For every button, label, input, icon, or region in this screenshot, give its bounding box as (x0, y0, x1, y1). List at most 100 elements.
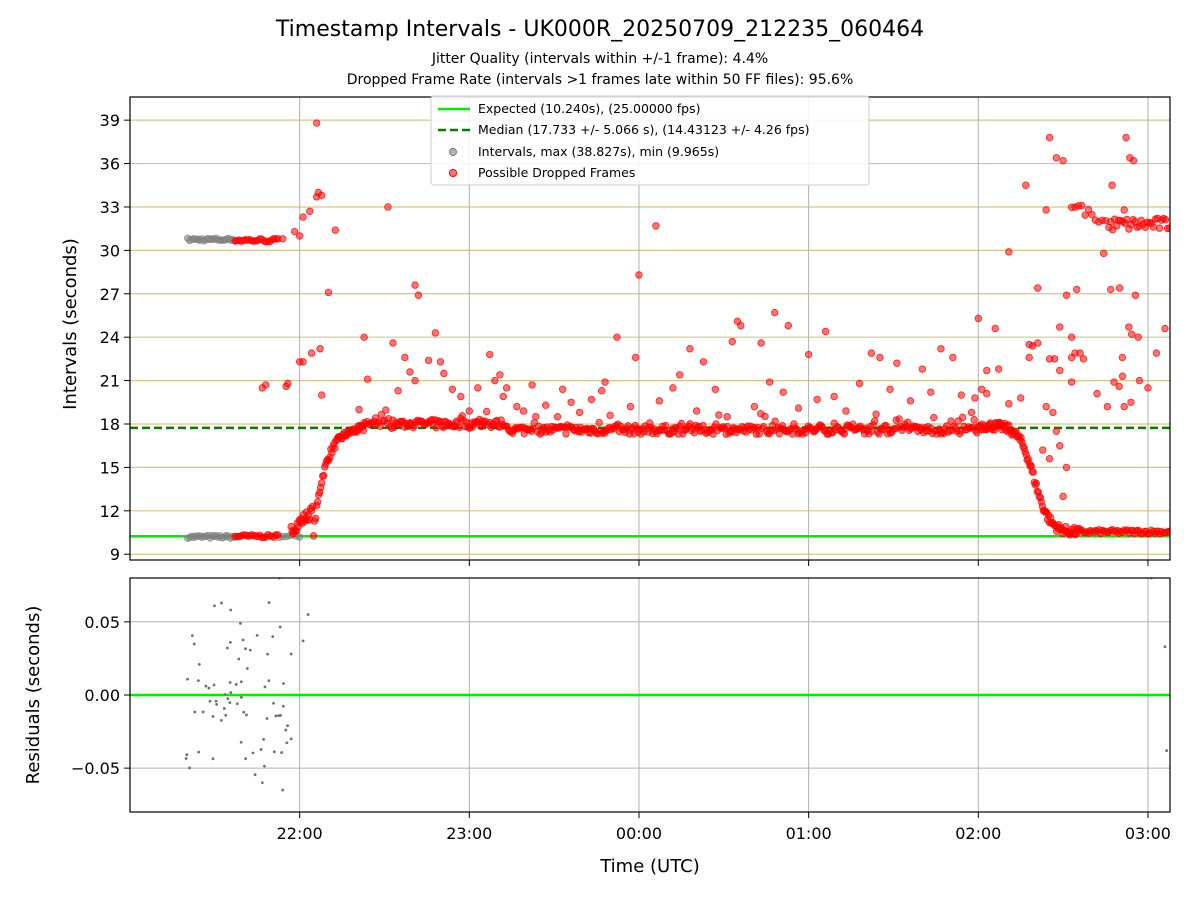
dropped-frame-point (804, 350, 813, 359)
dropped-frame-point (867, 349, 876, 357)
dropped-frame-point (606, 411, 614, 420)
dropped-frame-point (983, 366, 991, 375)
dropped-frame-point (1052, 427, 1061, 435)
dropped-frame-point (1125, 323, 1133, 331)
dropped-frame-point (821, 327, 830, 336)
chart-title: Timestamp Intervals - UK000R_20250709_21… (275, 17, 924, 42)
residual-point (301, 639, 305, 643)
dropped-frame-point (587, 395, 596, 404)
dropped-frame-point (359, 427, 368, 435)
dropped-frame-point (394, 387, 402, 395)
dropped-frame-point (770, 308, 779, 317)
dropped-frame-point (502, 384, 511, 392)
dropped-frame-point (692, 407, 701, 415)
dropped-frame-point (1093, 389, 1101, 398)
dropped-frame-point (970, 415, 978, 424)
residual-point (239, 680, 243, 684)
dropped-frame-point (312, 119, 321, 127)
dropped-frame-point (813, 395, 821, 404)
dropped-frame-point (613, 333, 621, 341)
dropped-frame-point (401, 353, 409, 362)
dropped-frame-point (1033, 284, 1042, 292)
residual-point (240, 695, 243, 699)
residual-point (222, 707, 226, 710)
dropped-frame-point (595, 418, 603, 427)
dropped-frame-point (479, 417, 487, 425)
residual-point (284, 728, 288, 732)
dropped-frame-point (278, 235, 287, 243)
dropped-frame-point (313, 498, 322, 506)
dropped-frame-point (562, 430, 570, 438)
residual-point (260, 781, 264, 785)
dropped-frame-point (1129, 156, 1138, 165)
dropped-frame-point (631, 353, 640, 362)
dropped-frame-point (737, 321, 745, 330)
residual-point (229, 691, 233, 694)
dropped-frame-point (1059, 492, 1067, 501)
dropped-frame-point (575, 408, 584, 417)
legend-expected-label: Expected (10.240s), (25.00000 fps) (478, 101, 700, 116)
dropped-frame-point (1042, 402, 1050, 411)
residual-point (272, 701, 275, 705)
dropped-frame-point (532, 412, 540, 421)
residual-point (219, 718, 223, 722)
dropped-frame-point (553, 413, 562, 421)
residual-point (1163, 645, 1167, 649)
dropped-frame-point (635, 271, 643, 279)
dropped-frame-point (1049, 408, 1057, 417)
top-y-tick-label: 18 (100, 415, 120, 434)
dropped-frame-point (652, 222, 660, 230)
residual-point (196, 679, 200, 683)
top-y-tick-label: 27 (100, 285, 120, 304)
residual-point (235, 702, 239, 706)
dropped-frame-point (1103, 402, 1112, 411)
dropped-frame-point (715, 411, 723, 419)
dropped-frame-point (1079, 355, 1088, 363)
dropped-frame-point (1056, 323, 1064, 331)
dropped-frame-point (876, 353, 884, 362)
dropped-frame-point (711, 385, 720, 393)
dropped-frame-point (1152, 349, 1161, 357)
dropped-frame-point (958, 413, 967, 422)
dropped-frame-point (669, 384, 677, 392)
dropped-frame-point (318, 391, 326, 399)
dropped-frame-point (284, 379, 292, 388)
residual-point (289, 652, 293, 656)
residual-points (130, 578, 1170, 792)
residual-point (281, 704, 285, 708)
top-y-tick-label: 36 (100, 155, 120, 174)
x-tick-label: 02:00 (955, 824, 1001, 843)
dropped-frame-point (496, 371, 504, 379)
residual-point (274, 714, 278, 718)
residual-point (245, 713, 248, 717)
dropped-frame-point (1120, 402, 1128, 411)
dropped-frame-point (886, 385, 894, 393)
dropped-frame-point (686, 345, 694, 353)
residual-point (237, 657, 241, 661)
dropped-frame-point (1056, 366, 1064, 375)
dropped-frame-point (855, 379, 864, 388)
intervals-points (130, 119, 1170, 542)
dropped-frame-point (465, 407, 474, 415)
dropped-frame-point (675, 371, 684, 379)
dropped-frame-point (1076, 349, 1084, 357)
residual-point (1165, 749, 1169, 752)
dropped-frame-point (1050, 355, 1059, 363)
dropped-frame-point (1045, 455, 1054, 463)
dropped-frame-point (1105, 223, 1113, 232)
residual-point (215, 702, 219, 706)
dropped-frame-point (1067, 333, 1076, 341)
dropped-frame-point (967, 408, 976, 417)
dropped-frame-point (1056, 441, 1064, 450)
dropped-frame-point (904, 418, 912, 426)
x-tick-label: 03:00 (1125, 824, 1171, 843)
dropped-frame-point (1108, 181, 1116, 189)
dropped-frame-point (290, 227, 299, 236)
dropped-frame-point (1135, 376, 1144, 385)
dropped-frame-point (872, 410, 880, 418)
dropped-frame-point (761, 412, 769, 421)
dropped-frame-point (295, 232, 304, 240)
residual-point (267, 679, 271, 683)
dropped-frame-point (411, 281, 419, 289)
residual-point (306, 613, 310, 616)
